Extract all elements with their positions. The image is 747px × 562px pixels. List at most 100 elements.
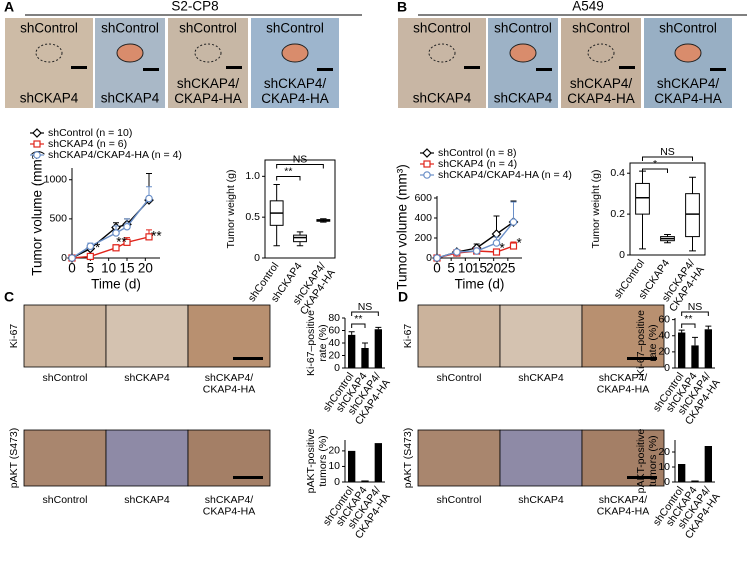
marker xyxy=(32,128,42,138)
scale-bar xyxy=(627,357,657,360)
y-tick-label: 20 xyxy=(328,445,340,457)
tumor xyxy=(194,43,222,63)
y-axis-label: pAKT-positivetumors (%) xyxy=(305,428,329,493)
y-tick-label: 0 xyxy=(664,362,670,374)
legend-label: shCKAP4/CKAP4-HA (n = 4) xyxy=(438,169,572,181)
significance-bracket xyxy=(351,323,366,328)
significance-label: NS xyxy=(688,301,703,313)
histology-image xyxy=(417,304,501,368)
photo-label: shControl xyxy=(494,21,552,36)
stain-label: Ki-67 xyxy=(8,324,20,349)
data-point xyxy=(472,247,481,255)
group-label: shCKAP4/CKAP4-HA xyxy=(203,494,256,518)
y-tick-label: 500 xyxy=(49,213,67,225)
box xyxy=(293,234,307,243)
text-line: rate (%) xyxy=(647,324,659,361)
box xyxy=(685,193,700,238)
text-line: CKAP4-HA xyxy=(567,91,635,106)
y-tick-label: 0 xyxy=(619,249,625,261)
y-tick-label: 20 xyxy=(658,346,670,358)
histology-image xyxy=(417,429,501,487)
panel-title: A549 xyxy=(572,0,604,14)
text-line: CKAP4-HA xyxy=(203,383,256,395)
photo-label: shCKAP4 xyxy=(413,91,472,106)
significance-label: * xyxy=(653,158,657,170)
scale-bar xyxy=(233,357,263,360)
scale-bar xyxy=(143,68,159,71)
scale-bar xyxy=(226,66,242,69)
panel-title: S2-CP8 xyxy=(171,0,218,14)
error-bar xyxy=(362,342,368,348)
significance-bracket xyxy=(642,168,668,173)
tumor xyxy=(281,43,309,63)
y-tick-label: 0 xyxy=(61,252,67,264)
text-line: tumors (%) xyxy=(317,435,329,486)
photo-label: shControl xyxy=(413,21,471,36)
panel-label: C xyxy=(4,289,14,305)
tumor-photo xyxy=(398,18,486,108)
significance-bracket xyxy=(351,311,379,316)
text-line: CKAP4-HA xyxy=(203,505,256,517)
x-tick-label: 5 xyxy=(87,261,95,276)
data-point xyxy=(433,254,441,262)
tumor-photo xyxy=(488,18,558,108)
photo-label: shControl xyxy=(101,21,159,36)
photo-label: shCKAP4 xyxy=(494,91,553,106)
y-tick-label: 80 xyxy=(328,312,340,324)
scale-bar xyxy=(619,66,635,69)
annotation: * xyxy=(95,240,101,255)
scale-bar xyxy=(233,476,263,479)
text-line: CKAP4-HA xyxy=(174,91,242,106)
text-line: tumors (%) xyxy=(647,435,659,486)
tumor-photo xyxy=(95,18,165,108)
panel-label: D xyxy=(398,289,408,305)
plot-frame xyxy=(264,159,336,259)
x-tick-label: 25 xyxy=(500,261,515,276)
y-tick-label: 40 xyxy=(328,337,340,349)
significance-label: NS xyxy=(358,301,373,313)
photo-label: shCKAP4 xyxy=(20,91,79,106)
legend-label: shControl (n = 8) xyxy=(438,147,517,159)
y-tick-label: 10 xyxy=(328,460,340,472)
significance-label: ** xyxy=(284,165,292,177)
legend-label: shCKAP4 (n = 6) xyxy=(48,138,127,150)
tumor-photo xyxy=(644,18,732,108)
data-point xyxy=(68,254,76,262)
y-axis-label: Ki-67–positiverate (%) xyxy=(305,310,329,376)
bar xyxy=(374,329,382,368)
tumor-photo xyxy=(251,18,339,108)
y-tick-label: 600 xyxy=(414,192,432,204)
bar xyxy=(348,450,356,482)
data-point xyxy=(145,194,153,203)
photo-label: shControl xyxy=(572,21,630,36)
data-point xyxy=(123,222,131,231)
y-axis-label: Ki-67–positiverate (%) xyxy=(635,310,659,376)
significance-bracket xyxy=(642,156,693,161)
tumor-photo xyxy=(5,18,93,108)
text-line: shCKAP4/ xyxy=(599,372,648,384)
text-line: shCKAP4/ xyxy=(205,494,254,506)
text-line: shCKAP4/ xyxy=(205,372,254,384)
marker xyxy=(33,151,41,159)
stain-label: pAKT (S473) xyxy=(8,428,20,489)
y-tick-label: 1.0 xyxy=(245,170,260,182)
scale-bar xyxy=(536,68,552,71)
annotation: ** xyxy=(116,235,127,250)
histology-image xyxy=(581,304,665,368)
y-axis-label: pAKT-positivetumors (%) xyxy=(635,428,659,493)
tumor xyxy=(587,43,615,63)
text-line: shCKAP4/ xyxy=(570,76,633,91)
y-tick-label: 0 xyxy=(664,476,670,488)
annotation: * xyxy=(517,236,523,251)
group-label: shControl xyxy=(43,494,88,506)
photo-label: shCKAP4/CKAP4-HA xyxy=(654,76,722,106)
text-line: shCKAP4/ xyxy=(264,76,327,91)
stain-label: Ki-67 xyxy=(402,324,414,349)
group-label: shCKAP4 xyxy=(124,494,170,506)
group-label: shCKAP4 xyxy=(124,372,170,384)
y-tick-label: 0 xyxy=(334,362,340,374)
scale-bar xyxy=(627,476,657,479)
marker xyxy=(423,160,431,168)
data-point xyxy=(492,239,501,247)
